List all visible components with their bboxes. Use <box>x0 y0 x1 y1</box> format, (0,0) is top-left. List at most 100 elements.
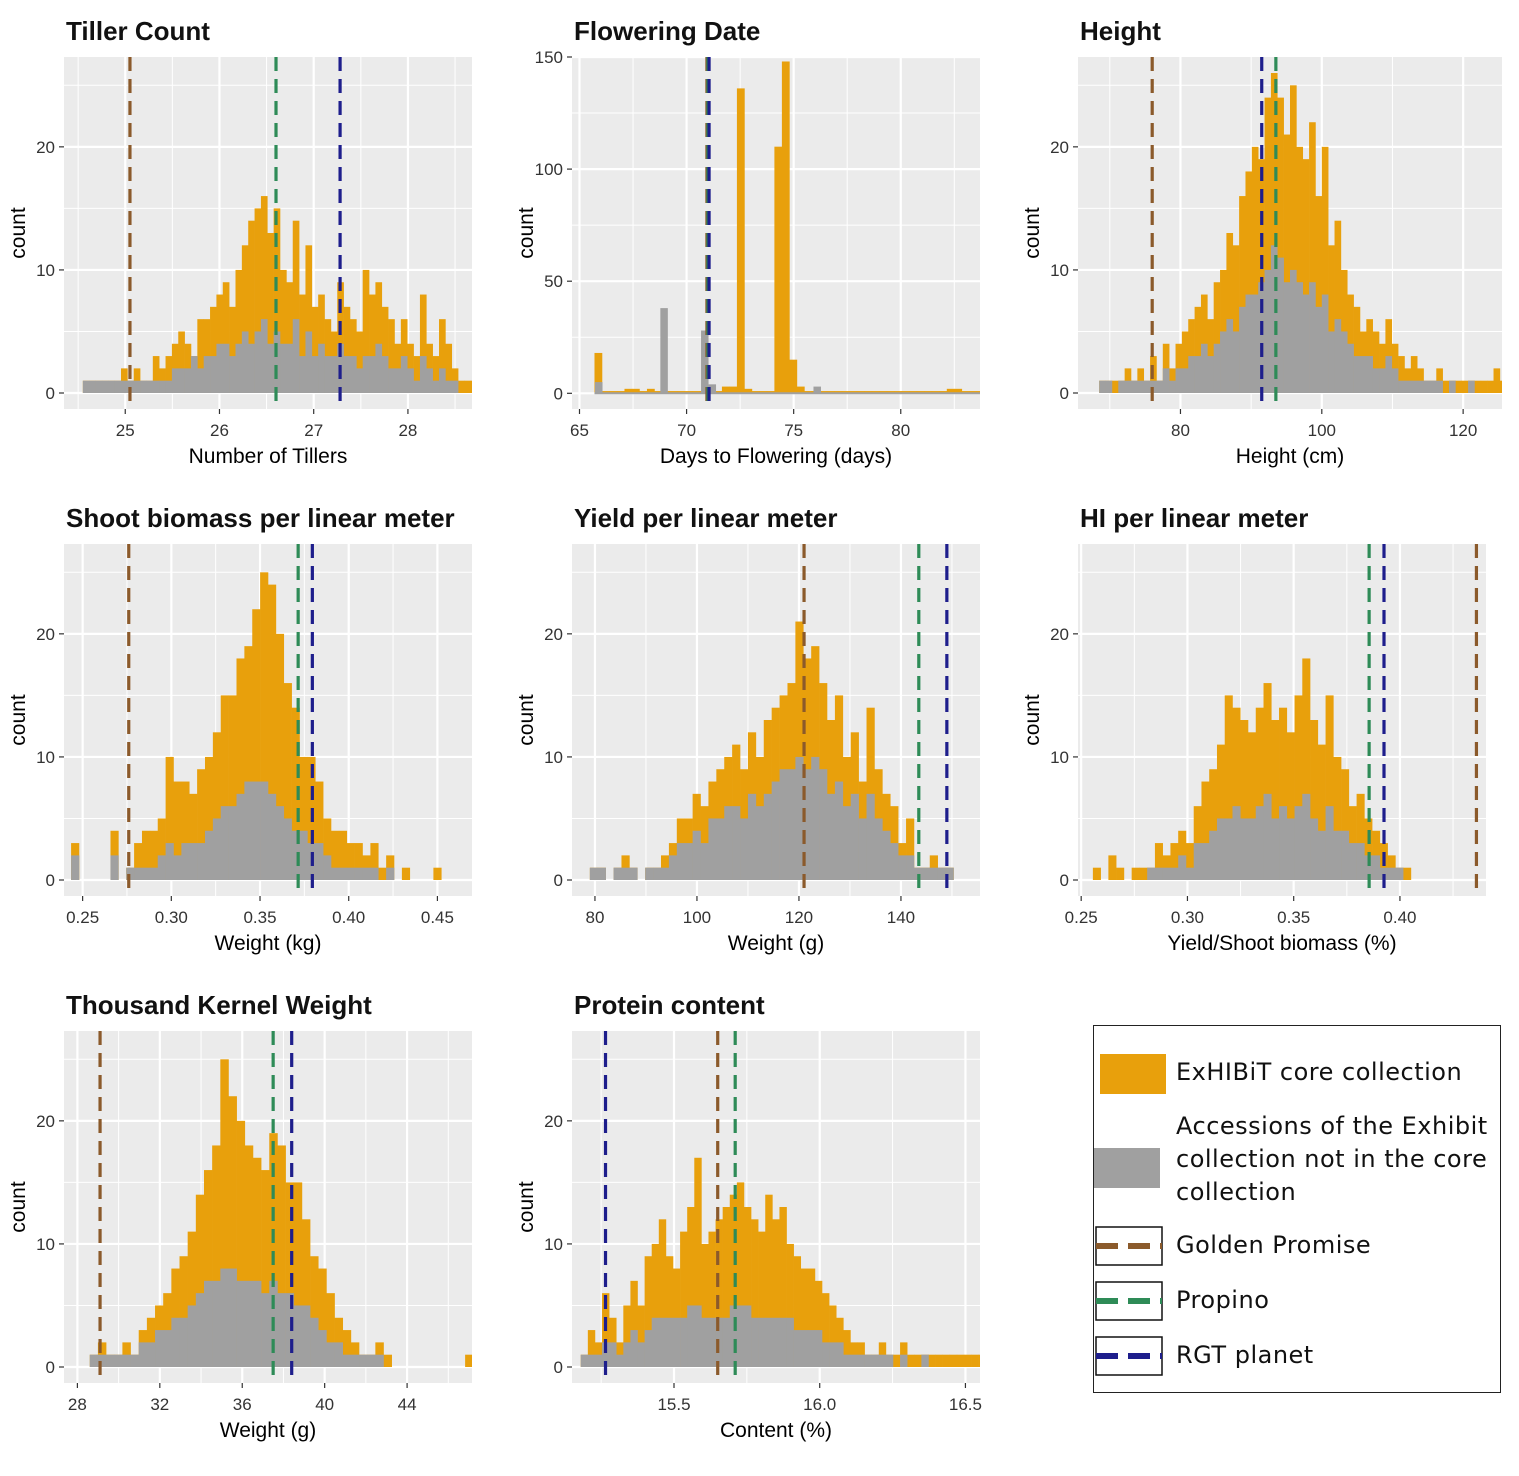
hi-noncore-bar <box>1271 818 1280 880</box>
height-noncore-bar <box>1385 356 1393 393</box>
tiller-core-bar <box>203 319 211 393</box>
legend-propino-label: Propino <box>1176 1286 1270 1314</box>
tkw-core-bar <box>342 1330 352 1367</box>
protein-core-bar <box>765 1194 773 1367</box>
yield-ylabel: count <box>515 694 538 746</box>
shoot-noncore-bar <box>110 855 119 880</box>
flowering-ylabel: count <box>515 207 538 259</box>
tiller-noncore-bar <box>318 343 325 393</box>
hi-noncore-bar <box>1209 830 1218 880</box>
shoot-core-bar <box>141 830 151 880</box>
height-noncore-bar <box>1372 368 1380 393</box>
tiller-noncore-bar <box>286 343 294 393</box>
tiller-core-bar <box>445 343 453 393</box>
height-core-bar <box>1309 122 1316 393</box>
protein-noncore-bar <box>779 1317 787 1367</box>
flowering-core-bar <box>924 391 933 394</box>
yield-noncore-bar <box>945 867 954 880</box>
protein-noncore-bar <box>900 1354 908 1367</box>
protein-xtick-label: 16.0 <box>803 1395 836 1414</box>
yield-core-bar <box>795 621 804 880</box>
yield-noncore-bar <box>732 806 741 880</box>
height-noncore-bar <box>1321 294 1329 393</box>
yield-noncore-bar <box>779 769 788 880</box>
tkw-noncore-bar <box>203 1280 213 1367</box>
hi-core-bar <box>1232 707 1241 880</box>
flowering-core-bar <box>871 391 880 394</box>
tiller-noncore-bar <box>305 331 313 393</box>
protein-noncore-bar <box>871 1354 880 1367</box>
yield-noncore-bar <box>763 793 772 880</box>
height-noncore-bar <box>1220 331 1227 393</box>
protein-noncore-bar <box>921 1354 929 1367</box>
height-core-bar <box>1480 380 1488 393</box>
tkw-noncore-bar <box>350 1354 360 1367</box>
tiller-noncore-bar <box>89 380 96 393</box>
shoot-noncore-bar <box>181 843 190 880</box>
tkw-noncore-bar <box>146 1342 156 1367</box>
tiller-core-bar <box>311 306 319 393</box>
shoot-core-bar <box>346 843 355 880</box>
flowering-core-bar <box>916 391 925 394</box>
protein-core-bar <box>914 1354 922 1367</box>
height-noncore-bar <box>1334 319 1342 393</box>
flowering-core-bar <box>691 391 700 394</box>
shoot-noncore-bar <box>157 855 166 880</box>
height-core-bar <box>1207 319 1214 393</box>
yield-ytick-label: 20 <box>544 625 563 644</box>
protein-ytick-label: 0 <box>554 1358 563 1377</box>
tiller-noncore-bar <box>369 356 376 393</box>
tkw-noncore-bar <box>293 1305 303 1367</box>
hi-noncore-bar <box>1147 867 1156 880</box>
legend-noncore-label-line2: collection not in the core <box>1176 1145 1488 1173</box>
hi-core-bar <box>1154 843 1163 880</box>
tkw-noncore-bar <box>277 1293 286 1367</box>
chart-thousand-kernel-weight: Thousand Kernel Weight 28 32 36 40 44 0 10 20 Wei… <box>0 974 500 1461</box>
legend-noncore-label-line1: Accessions of the Exhibit <box>1176 1112 1488 1140</box>
tiller-core-bar <box>178 331 185 393</box>
flowering-core-bar <box>931 391 940 394</box>
protein-ytick-label: 20 <box>544 1112 563 1131</box>
tiller-core-bar <box>280 269 287 393</box>
protein-noncore-bar <box>701 1317 709 1367</box>
flowering-ytick-label: 150 <box>535 48 563 67</box>
yield-noncore-bar <box>819 769 828 880</box>
height-core-bar <box>1442 380 1450 393</box>
hi-core-bar <box>1224 695 1233 880</box>
flowering-core-bar <box>826 391 835 394</box>
yield-noncore-bar <box>874 818 883 880</box>
tkw-core-bar <box>277 1145 286 1367</box>
hi-noncore-bar <box>1348 843 1357 880</box>
tkw-core-bar <box>228 1096 237 1367</box>
tiller-noncore-bar <box>311 356 319 393</box>
tkw-noncore-bar <box>171 1317 180 1367</box>
hi-core-bar <box>1131 867 1140 880</box>
tkw-noncore-bar <box>122 1354 131 1367</box>
tiller-core-bar <box>286 282 294 393</box>
tiller-core-bar <box>292 220 300 393</box>
hi-xtick-label: 0.30 <box>1171 908 1204 927</box>
protein-core-bar <box>793 1256 802 1367</box>
flowering-core-bar <box>736 88 745 394</box>
hi-noncore-bar <box>1333 830 1342 880</box>
height-noncore-bar <box>1410 380 1418 393</box>
protein-core-bar <box>807 1268 816 1367</box>
height-core-bar <box>1290 85 1297 394</box>
tkw-noncore-bar <box>97 1354 107 1367</box>
hi-noncore-bar <box>1279 806 1288 880</box>
tiller-noncore-bar <box>451 380 459 393</box>
protein-noncore-bar <box>672 1317 681 1367</box>
hi-bars <box>1092 658 1412 880</box>
protein-noncore-bar <box>736 1305 745 1367</box>
protein-core-bar <box>701 1243 709 1367</box>
height-core-bar <box>1111 380 1119 393</box>
flowering-bars <box>594 61 980 395</box>
shoot-noncore-bar <box>315 843 324 880</box>
tkw-core-bar <box>383 1354 392 1367</box>
flowering-core-bar <box>796 386 805 394</box>
flowering-core-bar <box>759 391 768 394</box>
yield-noncore-bar <box>755 806 765 880</box>
protein-noncore-bar <box>850 1354 858 1367</box>
shoot-core-bar <box>401 867 411 880</box>
tkw-noncore-bar <box>301 1305 311 1367</box>
